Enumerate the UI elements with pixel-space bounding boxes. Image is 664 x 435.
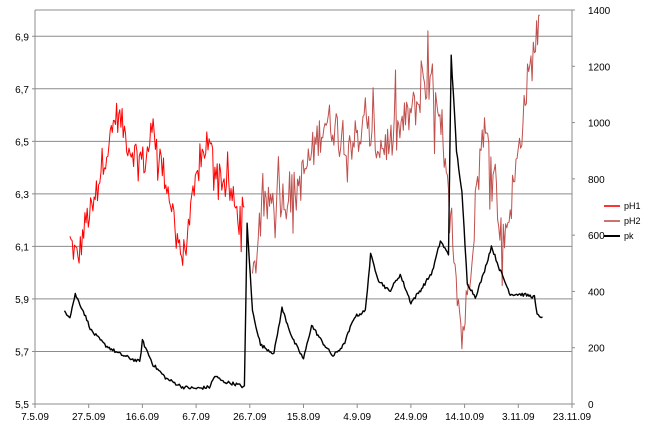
y-left-tick-label: 6,3: [15, 190, 29, 201]
x-tick-label: 14.10.09: [445, 412, 484, 423]
y-left-tick-label: 6,7: [15, 85, 29, 96]
y-right-tick-label: 200: [588, 344, 605, 355]
y-right-tick-label: 600: [588, 231, 605, 242]
legend-label-pk: pk: [624, 231, 634, 241]
y-left-tick-label: 6,9: [15, 32, 29, 43]
y-left-tick-label: 5,7: [15, 347, 29, 358]
x-tick-label: 26.7.09: [233, 412, 267, 423]
x-tick-label: 16.6.09: [126, 412, 160, 423]
x-tick-label: 23.11.09: [553, 412, 592, 423]
y-right-tick-label: 0: [588, 400, 594, 411]
legend-label-pH1: pH1: [624, 201, 641, 211]
y-right-tick-label: 1400: [588, 6, 611, 17]
legend-label-pH2: pH2: [624, 216, 641, 226]
x-tick-label: 6.7.09: [182, 412, 210, 423]
y-right-tick-label: 800: [588, 175, 605, 186]
y-right-tick-label: 1200: [588, 62, 611, 73]
series-line-pk: [63, 54, 543, 390]
x-tick-label: 15.8.09: [287, 412, 321, 423]
y-left-tick-label: 6,1: [15, 242, 29, 253]
series-line-pH1: [69, 102, 245, 266]
y-left-tick-label: 5,9: [15, 295, 29, 306]
x-tick-label: 27.5.09: [72, 412, 106, 423]
x-tick-label: 24.9.09: [394, 412, 428, 423]
x-tick-label: 7.5.09: [21, 412, 49, 423]
x-tick-label: 4.9.09: [343, 412, 371, 423]
y-right-tick-label: 400: [588, 287, 605, 298]
x-tick-label: 3.11.09: [502, 412, 535, 423]
series-line-pH2: [252, 14, 540, 350]
y-right-tick-label: 1000: [588, 119, 611, 130]
y-left-tick-label: 5,5: [15, 400, 29, 411]
y-left-tick-label: 6,5: [15, 137, 29, 148]
